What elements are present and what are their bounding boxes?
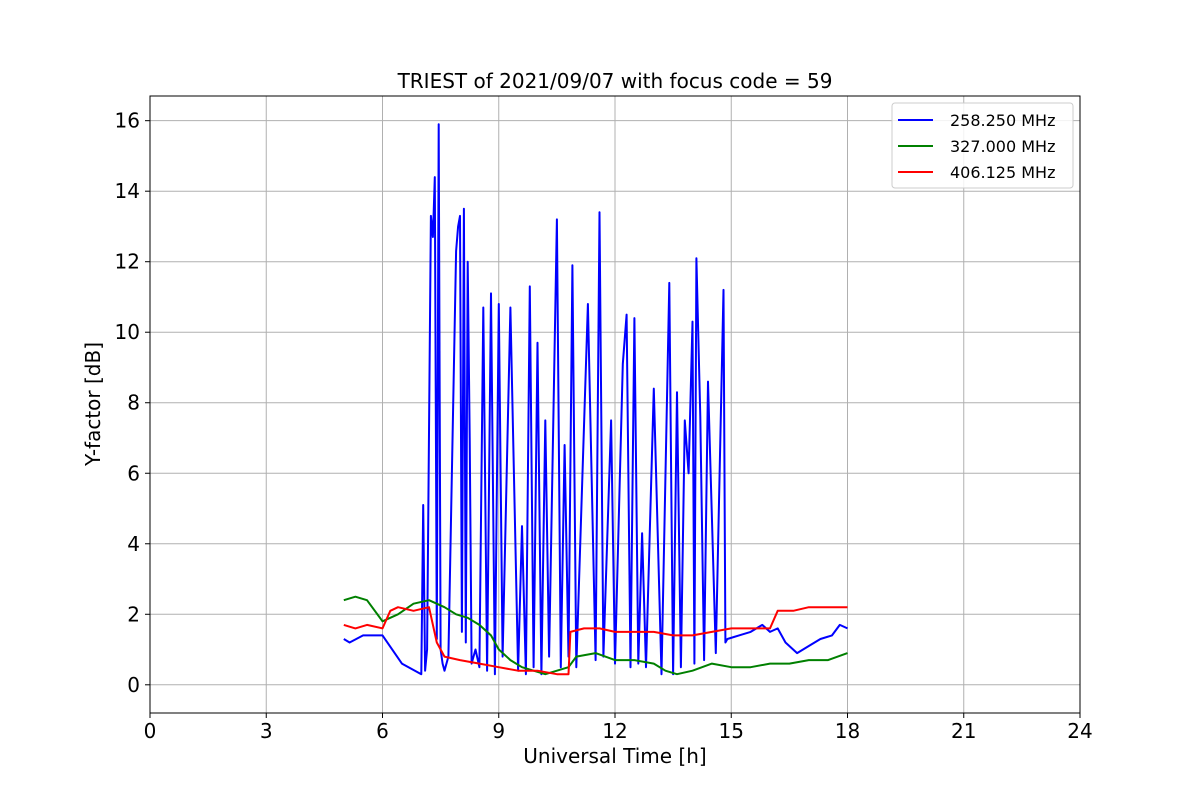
x-tick-label: 0 xyxy=(144,719,157,743)
y-tick-label: 4 xyxy=(127,532,140,556)
y-tick-label: 8 xyxy=(127,391,140,415)
x-tick-label: 15 xyxy=(719,719,744,743)
x-axis-label: Universal Time [h] xyxy=(523,744,706,768)
y-tick-label: 10 xyxy=(115,320,140,344)
x-tick-label: 3 xyxy=(260,719,273,743)
series-line-2 xyxy=(343,595,848,676)
legend: 258.250 MHz 327.000 MHz 406.125 MHz xyxy=(891,102,1074,189)
x-tick-label: 6 xyxy=(376,719,389,743)
y-tick-label: 2 xyxy=(127,602,140,626)
plot-frame xyxy=(149,95,1081,714)
legend-box xyxy=(891,102,1074,189)
legend-label-1: 258.250 MHz xyxy=(950,111,1055,130)
x-tick-label: 21 xyxy=(951,719,976,743)
x-tick-label: 24 xyxy=(1067,719,1092,743)
chart-title: TRIEST of 2021/09/07 with focus code = 5… xyxy=(397,69,833,93)
y-tick-label: 14 xyxy=(115,179,140,203)
y-tick-label: 6 xyxy=(127,461,140,485)
x-tick-label: 18 xyxy=(835,719,860,743)
y-axis-label: Y-factor [dB] xyxy=(81,342,105,467)
legend-label-3: 406.125 MHz xyxy=(950,163,1055,182)
series-line-1 xyxy=(343,123,848,676)
plot-series xyxy=(343,123,848,676)
x-tick-label: 9 xyxy=(492,719,505,743)
y-tick-label: 12 xyxy=(115,250,140,274)
series-line-3 xyxy=(343,606,848,676)
y-tick-label: 16 xyxy=(115,109,140,133)
legend-label-2: 327.000 MHz xyxy=(950,137,1055,156)
x-tick-label: 12 xyxy=(602,719,627,743)
y-tick-label: 0 xyxy=(127,673,140,697)
